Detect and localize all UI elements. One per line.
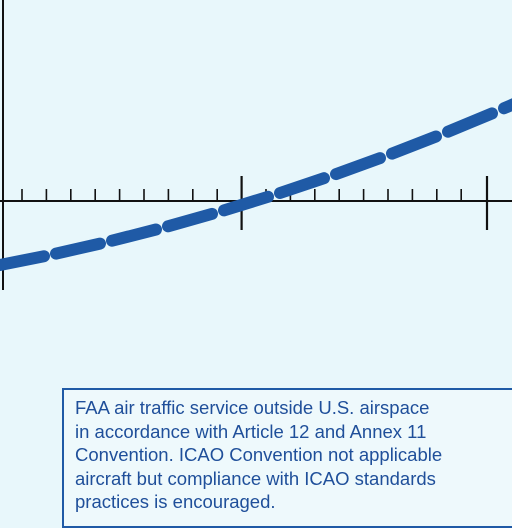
route-dash <box>442 107 498 138</box>
route-dash <box>498 98 512 115</box>
route-dash <box>50 237 106 260</box>
note-line-3: Convention. ICAO Convention not applicab… <box>75 444 443 465</box>
route-dash <box>218 190 274 217</box>
route-dash <box>0 250 50 271</box>
route-dash <box>106 223 162 247</box>
airspace-note-box: FAA air traffic service outside U.S. air… <box>62 388 512 528</box>
note-line-4: aircraft but compliance with ICAO standa… <box>75 467 436 489</box>
route-dash <box>274 172 330 199</box>
note-line-1: FAA air traffic service outside U.S. air… <box>75 397 430 418</box>
airway-route[interactable] <box>0 98 512 271</box>
route-dash <box>162 207 218 233</box>
note-line-5: practices is encouraged. <box>75 491 276 512</box>
note-line-2: in accordance with Article 12 and Annex … <box>75 420 427 442</box>
route-dash <box>386 130 442 160</box>
route-dash <box>330 152 386 181</box>
map-canvas <box>0 0 512 290</box>
